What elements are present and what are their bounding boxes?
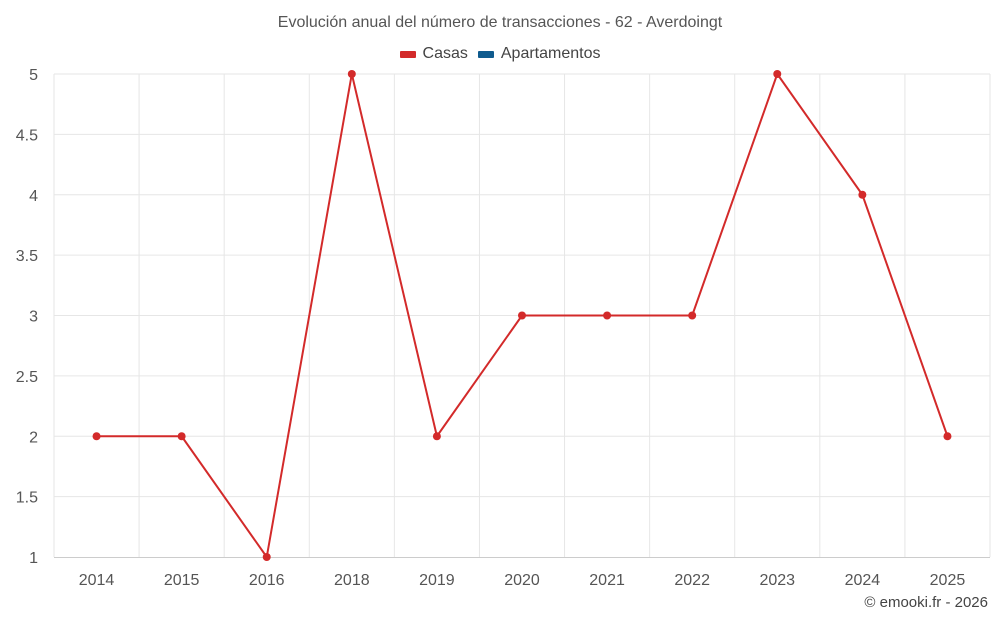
x-tick-label: 2020	[504, 572, 540, 589]
legend-item-apartamentos[interactable]: Apartamentos	[477, 45, 601, 63]
y-tick-label: 3.5	[16, 248, 38, 265]
y-tick-label: 5	[29, 67, 38, 84]
data-point	[432, 432, 441, 441]
legend-swatch-apartamentos	[477, 50, 494, 58]
y-tick-label: 2	[29, 429, 38, 446]
y-tick-label: 4	[29, 188, 38, 205]
x-tick-label: 2019	[419, 572, 455, 589]
x-tick-label: 2025	[930, 572, 966, 589]
axes: 1 1.5 2 2.5 3 3.5 4 4.5 5 2014 2015 2016 2018 2019 202…	[16, 67, 990, 589]
data-point	[262, 553, 271, 561]
legend-item-casas[interactable]: Casas	[399, 45, 468, 63]
y-tick-label: 1.5	[16, 490, 38, 507]
data-point	[773, 70, 782, 78]
x-tick-label: 2024	[845, 572, 881, 589]
data-point	[347, 70, 356, 78]
y-tick-label: 1	[29, 550, 38, 567]
data-point	[603, 311, 612, 320]
x-tick-label: 2023	[759, 572, 795, 589]
x-tick-label: 2016	[249, 572, 285, 589]
data-point	[177, 432, 186, 441]
credits: © emooki.fr - 2026	[864, 594, 988, 611]
chart-title: Evolución anual del número de transaccio…	[277, 14, 723, 31]
legend-label-apartamentos: Apartamentos	[500, 45, 601, 62]
data-point	[518, 311, 526, 320]
data-point	[688, 311, 697, 320]
y-tick-label: 3	[29, 309, 38, 326]
x-tick-label: 2018	[334, 572, 370, 589]
y-tick-label: 2.5	[16, 369, 38, 386]
data-point	[943, 432, 952, 441]
legend-label-casas: Casas	[422, 45, 468, 62]
data-point	[92, 432, 101, 441]
x-tick-label: 2014	[79, 572, 115, 589]
x-tick-label: 2021	[589, 572, 625, 589]
data-point	[858, 190, 867, 199]
y-tick-label: 4.5	[16, 127, 38, 144]
x-tick-label: 2015	[164, 572, 200, 589]
legend-swatch-casas	[399, 50, 416, 58]
x-tick-label: 2022	[674, 572, 710, 589]
series	[92, 70, 952, 561]
legend: Casas Apartamentos	[0, 45, 1000, 63]
grid	[53, 73, 991, 557]
